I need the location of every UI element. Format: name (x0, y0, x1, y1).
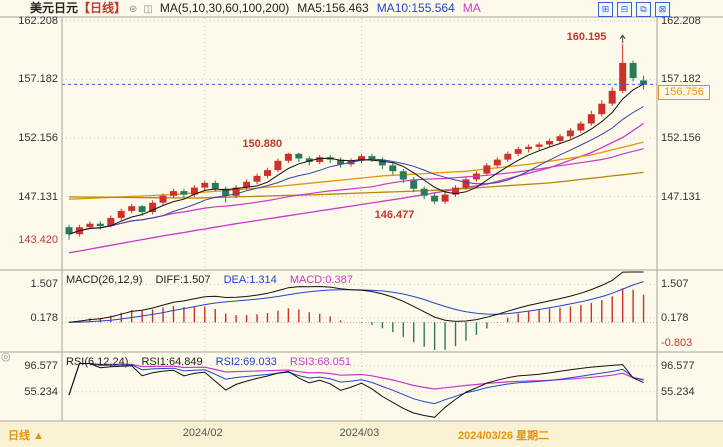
pane-layout-icon[interactable]: ⧉ (636, 2, 651, 17)
macd-diff-value: DIFF:1.507 (155, 274, 211, 286)
zoom-in-icon[interactable]: ⊞ (598, 2, 613, 17)
expand-icon[interactable]: ⊠ (655, 2, 670, 17)
rsi-label-row: RSI(6,12,24) RSI1:64.849 RSI2:69.033 RSI… (66, 356, 361, 368)
symbol-name[interactable]: 美元日元 (30, 1, 79, 15)
rsi1-value: RSI1:64.849 (141, 356, 203, 368)
current-date-label: 2024/03/26 星期二 (458, 430, 550, 442)
period-selector[interactable]: 日线 ▲ (8, 430, 44, 442)
chart-toolbar: ⊞ ⊟ ⧉ ⊠ (598, 2, 670, 17)
ma-settings-label[interactable]: MA(5,10,30,60,100,200) (159, 1, 290, 15)
macd-label-row: MACD(26,12,9) DIFF:1.507 DEA:1.314 MACD:… (66, 274, 363, 286)
zoom-out-icon[interactable]: ⊟ (617, 2, 632, 17)
rsi2-value: RSI2:69.033 (215, 356, 277, 368)
ma10-value: MA10:155.564 (376, 1, 455, 15)
chart-header: 美元日元【日线】 ⊜ ◫ MA(5,10,30,60,100,200) MA5:156.… (0, 0, 723, 17)
rsi3-value: RSI3:68.051 (289, 356, 352, 368)
rsi-title[interactable]: RSI(6,12,24) (66, 356, 129, 368)
time-axis-bar: 日线 ▲ 2024/03/26 星期二 2024/02 2024/03 (0, 422, 723, 447)
period-menu-icon[interactable]: ⊜ (129, 4, 138, 15)
x-axis-tick: 2024/02 (182, 427, 223, 439)
ma5-value: MA5:156.463 (297, 1, 369, 15)
ma30-value-truncated: MA (462, 1, 481, 15)
last-price-box: 156.756 (658, 85, 710, 100)
macd-hist-value: MACD:0.387 (289, 274, 353, 286)
x-axis-tick: 2024/03 (339, 427, 380, 439)
macd-dea-value: DEA:1.314 (223, 274, 277, 286)
period-tag[interactable]: 【日线】 (78, 1, 127, 15)
crosshair-icon[interactable]: ◎ (1, 351, 11, 363)
indicator-flag-icon[interactable]: ◫ (143, 4, 153, 15)
macd-title[interactable]: MACD(26,12,9) (66, 274, 143, 286)
